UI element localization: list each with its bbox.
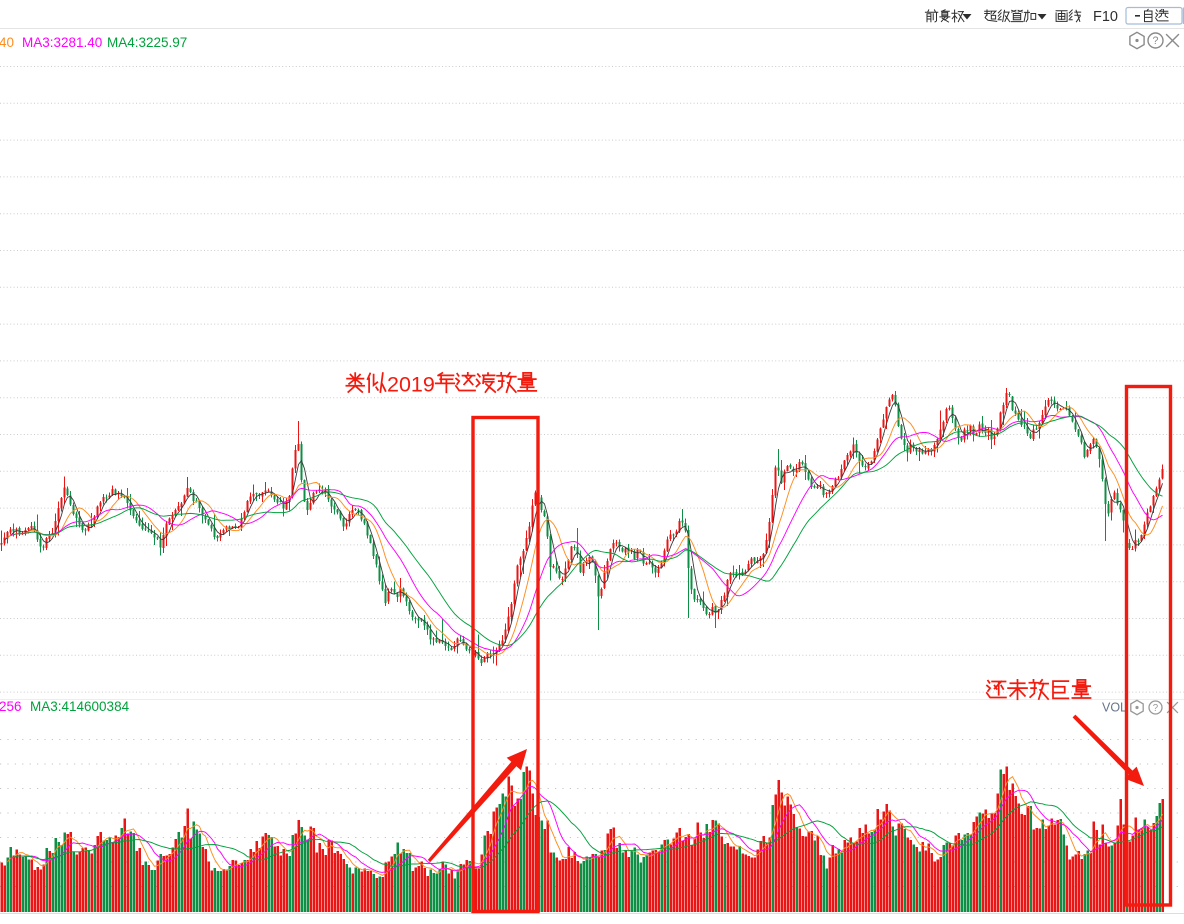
svg-text:2019: 2019 <box>387 373 435 397</box>
svg-text:MA3:3281.40: MA3:3281.40 <box>22 35 102 50</box>
svg-text:MA4:3225.97: MA4:3225.97 <box>107 35 187 50</box>
svg-text:MA3:414600384: MA3:414600384 <box>30 699 130 714</box>
svg-text:256: 256 <box>0 699 22 714</box>
svg-text:VOL: VOL <box>1102 701 1127 715</box>
svg-text:40: 40 <box>0 35 14 50</box>
svg-text:?: ? <box>1153 35 1159 47</box>
svg-text:?: ? <box>1153 703 1159 714</box>
svg-text:F10: F10 <box>1093 9 1118 25</box>
